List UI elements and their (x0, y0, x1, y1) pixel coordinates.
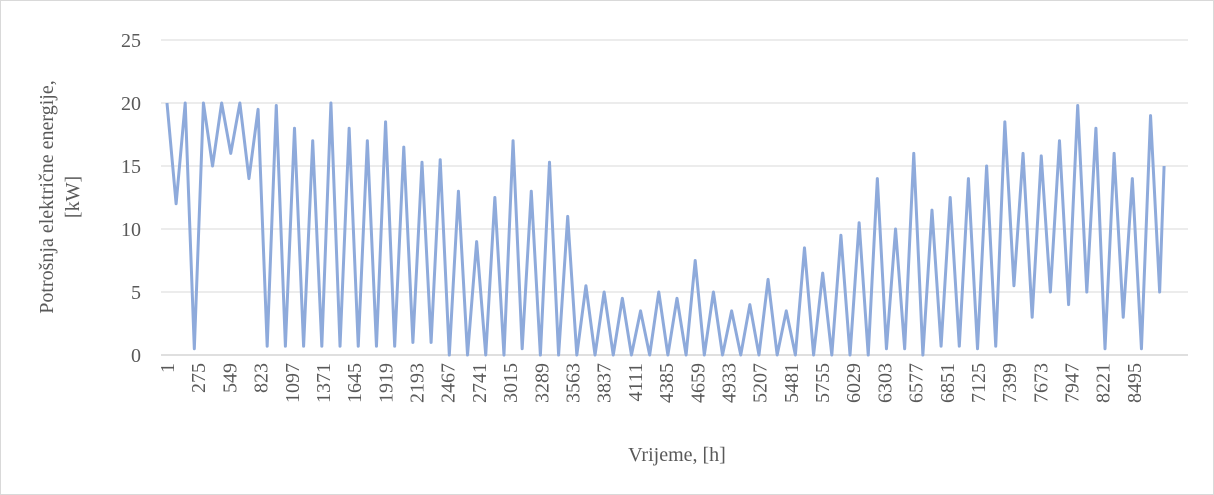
x-tick-label: 1097 (282, 363, 304, 403)
y-tick-label: 20 (121, 93, 141, 115)
x-tick-label: 1371 (313, 363, 335, 403)
x-tick-label: 4111 (625, 363, 647, 402)
x-tick-label: 1 (157, 363, 179, 373)
x-tick-label: 7673 (1030, 363, 1052, 403)
y-tick-label: 25 (121, 30, 141, 52)
x-tick-label: 6577 (906, 363, 928, 403)
x-tick-label: 2467 (438, 363, 460, 403)
x-tick-label: 5481 (781, 363, 803, 403)
x-tick-label: 4933 (718, 363, 740, 403)
x-tick-label: 549 (219, 363, 241, 393)
y-axis-title: Potrošnja električne energije, (36, 80, 58, 313)
x-tick-label: 275 (188, 363, 210, 393)
x-tick-label: 8221 (1093, 363, 1115, 403)
x-tick-label: 2193 (407, 363, 429, 403)
x-tick-label: 3837 (594, 363, 616, 403)
x-tick-label: 7947 (1062, 363, 1084, 403)
x-tick-label: 6851 (937, 363, 959, 403)
x-tick-label: 5207 (750, 363, 772, 403)
x-tick-label: 2741 (469, 363, 491, 403)
x-tick-label: 8495 (1124, 363, 1146, 403)
x-tick-label: 7125 (968, 363, 990, 403)
x-axis-title: Vrijeme, [h] (628, 444, 726, 466)
x-tick-label: 7399 (999, 363, 1021, 403)
y-tick-label: 5 (131, 282, 141, 304)
x-tick-label: 4659 (687, 363, 709, 403)
y-tick-label: 15 (121, 156, 141, 178)
x-tick-label: 3289 (531, 363, 553, 403)
x-tick-label: 823 (251, 363, 273, 393)
data-line (165, 101, 1166, 357)
x-tick-label: 6029 (843, 363, 865, 403)
y-tick-label: 0 (131, 345, 141, 367)
x-tick-label: 5755 (812, 363, 834, 403)
x-tick-label: 3015 (500, 363, 522, 403)
y-tick-label: 10 (121, 219, 141, 241)
y-axis-unit: [kW] (62, 176, 84, 218)
x-tick-label: 1645 (344, 363, 366, 403)
x-tick-label: 3563 (562, 363, 584, 403)
x-tick-label: 4385 (656, 363, 678, 403)
x-tick-label: 1919 (375, 363, 397, 403)
x-tick-label: 6303 (874, 363, 896, 403)
